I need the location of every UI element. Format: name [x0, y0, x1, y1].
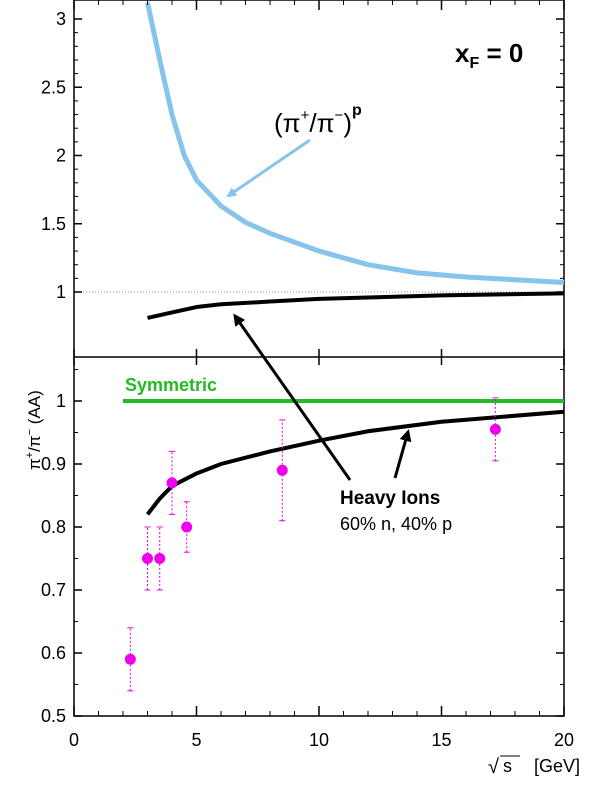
top-y-tick-label: 2.5: [41, 77, 66, 97]
bottom-panel: 0.50.60.70.80.910 5 10 15 20: [41, 357, 574, 750]
bottom-y-tick-label: 0.7: [41, 580, 66, 600]
series-heavy-ions-top-line: [147, 291, 565, 320]
bottom-y-tick-label: 0.8: [41, 517, 66, 537]
top-y-tick-label: 1: [56, 282, 66, 302]
x-tick-label: 20: [554, 730, 574, 750]
top-y-tick-label: 2: [56, 146, 66, 166]
bottom-y-tick-label: 0.6: [41, 643, 66, 663]
heavy-ions-sub: 60% n, 40% p: [340, 514, 452, 534]
top-y-tick-label: 3: [56, 9, 66, 29]
top-panel: 1 1.5 2 2.5 3: [41, 0, 565, 357]
data-point: [154, 553, 166, 564]
x-axis-label-s: s: [503, 756, 512, 776]
x-tick-label: 0: [69, 730, 79, 750]
data-point: [124, 653, 136, 665]
heavy-ions-curve: [145, 409, 565, 516]
symmetric-label: Symmetric: [125, 375, 217, 395]
pp-label: (π+/π−)p: [274, 102, 362, 138]
x-tick-label: 15: [431, 730, 451, 750]
heavy-ions-arrow-bottom: [393, 429, 412, 479]
series-pp-line: [145, 2, 565, 285]
top-y-tick-label: 1.5: [41, 214, 66, 234]
data-point: [142, 553, 153, 564]
xf-annotation: xF = 0: [455, 38, 523, 72]
bottom-y-tick-label: 0.5: [41, 706, 66, 726]
x-axis-label-sqrt: √: [488, 756, 499, 778]
y-axis-label: π+/π− (AA): [24, 390, 44, 470]
data-point: [166, 477, 178, 489]
x-tick-label: 5: [191, 730, 201, 750]
pp-arrow: [226, 138, 311, 198]
bottom-y-tick-label: 0.9: [41, 454, 66, 474]
x-tick-label: 10: [309, 730, 329, 750]
data-point: [489, 423, 501, 435]
data-point: [276, 464, 288, 476]
x-axis-label-unit: [GeV]: [534, 756, 580, 776]
data-point: [181, 521, 193, 533]
heavy-ions-arrow-top: [233, 313, 352, 481]
heavy-ions-label: Heavy Ions: [340, 488, 440, 509]
bottom-y-tick-label: 1: [56, 391, 66, 411]
